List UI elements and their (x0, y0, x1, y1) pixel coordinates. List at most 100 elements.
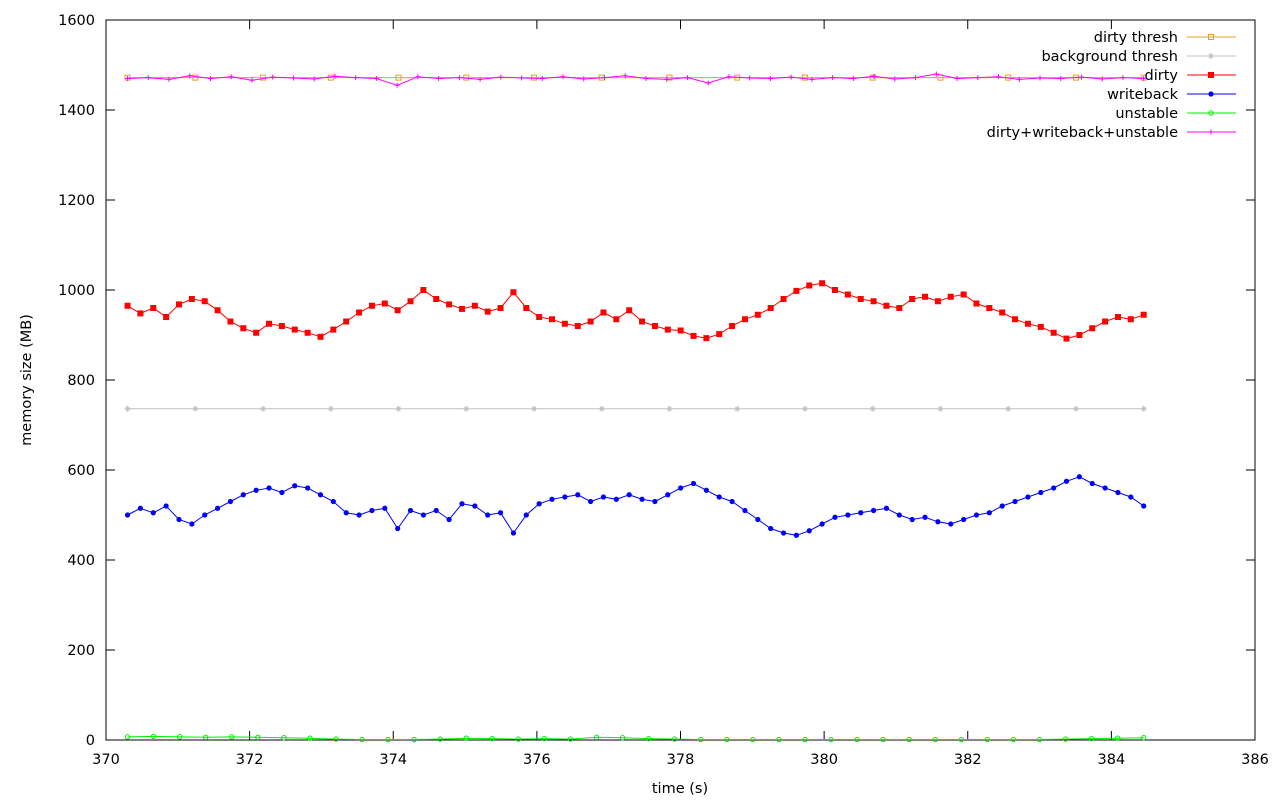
data-point (541, 735, 548, 742)
data-point (639, 318, 646, 325)
data-point (471, 302, 478, 309)
data-point (290, 75, 296, 81)
data-point (909, 296, 916, 302)
data-point (1141, 503, 1147, 509)
y-tick-label: 800 (67, 373, 95, 389)
data-point (407, 507, 414, 514)
data-point (281, 735, 287, 741)
data-point (382, 505, 388, 511)
data-point (690, 332, 697, 339)
data-point (150, 510, 156, 516)
data-point (973, 300, 980, 307)
data-point (1102, 318, 1109, 325)
data-point (678, 485, 684, 491)
data-point (369, 507, 375, 514)
series-layer (124, 71, 1147, 743)
data-point (741, 316, 748, 323)
data-point (1208, 72, 1214, 78)
data-point (734, 405, 741, 412)
legend-entry: writeback (1107, 87, 1236, 103)
data-point (278, 323, 285, 329)
data-point (767, 305, 774, 311)
data-point (175, 301, 182, 308)
data-point (519, 75, 525, 81)
data-point (150, 733, 157, 740)
data-point (896, 512, 902, 518)
y-tick-label: 1000 (58, 283, 95, 299)
y-tick-label: 0 (86, 733, 95, 749)
data-point (1208, 110, 1214, 116)
data-point (645, 735, 652, 742)
data-point (684, 75, 690, 81)
data-point (536, 314, 543, 320)
data-point (240, 325, 247, 332)
data-point (958, 736, 965, 743)
data-point (593, 734, 600, 740)
data-point (768, 525, 774, 532)
data-point (587, 318, 594, 325)
data-point (1114, 314, 1121, 320)
data-point (477, 76, 483, 82)
data-point (1050, 329, 1057, 336)
data-point (747, 75, 753, 81)
data-point (124, 405, 131, 412)
data-point (567, 736, 574, 742)
data-point (922, 293, 929, 300)
data-point (1072, 405, 1079, 412)
data-point (729, 323, 736, 329)
data-point (207, 76, 213, 81)
data-point (793, 532, 799, 538)
data-point (433, 296, 440, 302)
data-point (776, 736, 782, 743)
data-point (260, 405, 267, 412)
data-point (253, 329, 260, 336)
data-point (665, 492, 671, 498)
data-point (869, 74, 876, 81)
data-point (973, 512, 980, 518)
series-dirty-writeback-unstable (125, 71, 1147, 88)
data-point (498, 74, 504, 80)
data-point (446, 301, 453, 308)
data-point (420, 287, 427, 293)
data-point (497, 305, 504, 311)
data-point (381, 300, 388, 307)
data-point (368, 302, 375, 309)
data-point (729, 498, 735, 505)
legend-label: dirty+writeback+unstable (987, 125, 1178, 141)
data-point (806, 282, 813, 289)
data-point (996, 74, 1002, 80)
data-point (1037, 75, 1043, 81)
data-point (883, 505, 890, 511)
data-point (1010, 736, 1017, 743)
data-point (531, 405, 538, 412)
data-point (831, 287, 838, 293)
legend-entry: dirty+writeback+unstable (987, 125, 1236, 141)
x-tick-label: 380 (810, 752, 838, 768)
data-point (176, 734, 183, 740)
data-point (497, 510, 504, 516)
y-tick-label: 200 (67, 643, 95, 659)
data-point (436, 76, 442, 81)
data-point (587, 498, 594, 505)
data-point (373, 76, 379, 81)
data-point (279, 489, 285, 496)
data-point (999, 309, 1006, 316)
data-point (767, 76, 773, 81)
data-point (317, 492, 324, 498)
data-point (446, 516, 452, 523)
data-point (880, 736, 886, 743)
data-point (356, 512, 362, 518)
data-point (255, 734, 261, 740)
data-point (395, 405, 402, 412)
legend-entry: unstable (1115, 106, 1236, 122)
data-point (819, 280, 826, 287)
data-point (581, 76, 587, 82)
data-point (643, 76, 649, 81)
data-point (163, 314, 170, 320)
data-point (463, 735, 469, 741)
data-point (1012, 316, 1019, 323)
data-point (780, 530, 787, 536)
x-tick-label: 386 (1241, 752, 1269, 768)
data-point (456, 75, 462, 81)
data-point (613, 496, 619, 502)
